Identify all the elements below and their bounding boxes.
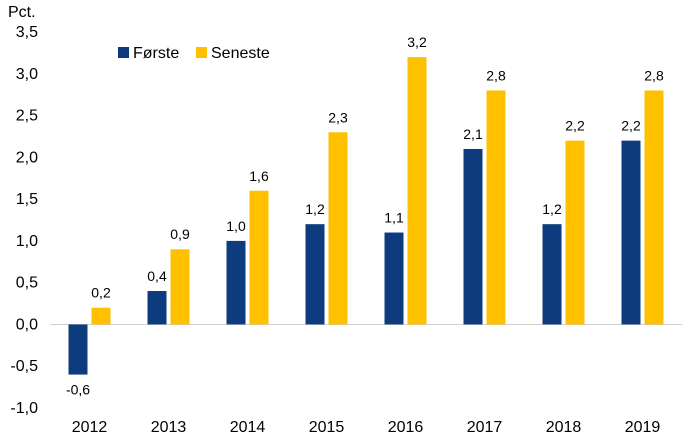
- bar-forste-2018: [542, 224, 562, 325]
- y-tick-label: 0,5: [16, 275, 38, 292]
- bar-forste-2019: [621, 140, 641, 325]
- data-label: 1,1: [384, 210, 404, 226]
- bar-seneste-2019: [644, 90, 664, 325]
- bar-seneste-2017: [486, 90, 506, 325]
- bar-forste-2016: [384, 232, 404, 325]
- bar-seneste-2016: [407, 57, 427, 325]
- legend-label-forste: Første: [133, 45, 179, 62]
- x-tick-label: 2016: [388, 419, 424, 436]
- y-tick-label: 2,5: [16, 108, 38, 125]
- data-label: 2,8: [486, 67, 506, 83]
- x-tick-label: 2013: [151, 419, 187, 436]
- y-tick-label: -0,5: [10, 358, 38, 375]
- bar-seneste-2013: [170, 249, 190, 325]
- data-label: 1,2: [305, 201, 325, 217]
- y-tick-label: -1,0: [10, 400, 38, 417]
- bar-forste-2017: [463, 148, 483, 325]
- x-tick-label: 2014: [230, 419, 266, 436]
- data-label: -0,6: [66, 382, 90, 398]
- data-label: 1,6: [249, 168, 269, 184]
- data-label: 2,2: [565, 118, 585, 134]
- y-axis-label: Pct.: [8, 4, 36, 21]
- legend-swatch-seneste: [196, 47, 207, 58]
- legend-label-seneste: Seneste: [211, 45, 270, 62]
- data-label: 0,9: [170, 226, 190, 242]
- bar-forste-2014: [226, 240, 246, 325]
- data-label: 0,2: [91, 285, 111, 301]
- x-tick-label: 2015: [309, 419, 345, 436]
- bar-seneste-2018: [565, 140, 585, 325]
- x-tick-label: 2017: [467, 419, 503, 436]
- data-label: 2,2: [621, 118, 641, 134]
- y-tick-label: 2,0: [16, 149, 38, 166]
- data-label: 2,3: [328, 109, 348, 125]
- bar-forste-2012: [68, 324, 88, 375]
- data-label: 0,4: [147, 268, 167, 284]
- bar-forste-2013: [147, 291, 167, 325]
- y-tick-label: 3,5: [16, 24, 38, 41]
- y-tick-label: 1,5: [16, 191, 38, 208]
- data-label: 1,2: [542, 201, 562, 217]
- y-tick-label: 1,0: [16, 233, 38, 250]
- bar-seneste-2014: [249, 190, 269, 325]
- x-tick-label: 2019: [625, 419, 661, 436]
- y-tick-label: 0,0: [16, 316, 38, 333]
- x-tick-label: 2018: [546, 419, 582, 436]
- data-label: 2,1: [463, 126, 483, 142]
- legend: Første Seneste: [118, 45, 270, 62]
- y-tick-label: 3,0: [16, 66, 38, 83]
- data-label: 2,8: [644, 67, 664, 83]
- data-label: 1,0: [226, 218, 246, 234]
- data-label: 3,2: [407, 34, 427, 50]
- bar-forste-2015: [305, 224, 325, 325]
- bar-seneste-2015: [328, 132, 348, 325]
- bar-seneste-2012: [91, 307, 111, 325]
- legend-swatch-forste: [118, 47, 129, 58]
- x-tick-label: 2012: [72, 419, 108, 436]
